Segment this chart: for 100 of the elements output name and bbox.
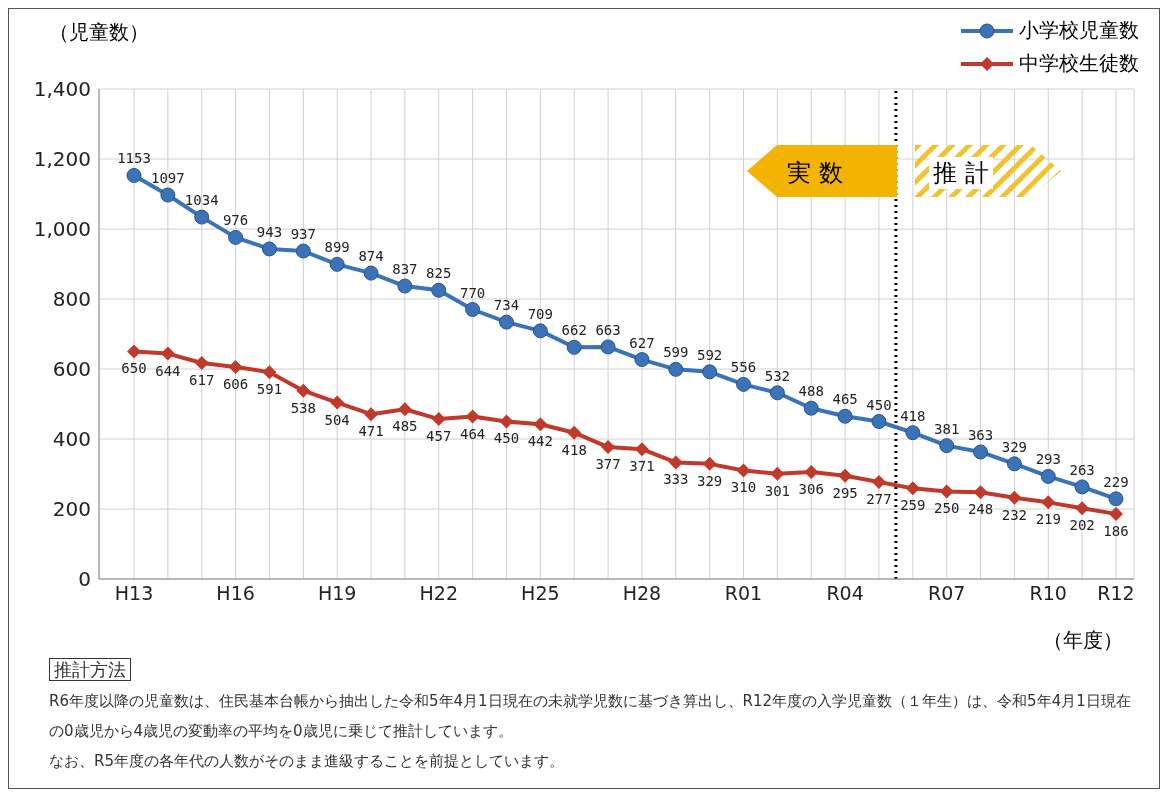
data-label: 301 (764, 482, 791, 499)
data-label: 381 (934, 420, 960, 437)
data-label: 202 (1069, 517, 1095, 534)
data-label: 219 (1035, 511, 1061, 528)
data-label: 250 (934, 500, 960, 517)
point (194, 356, 209, 371)
data-label: 1034 (184, 192, 219, 209)
point (1108, 491, 1124, 507)
point (465, 302, 481, 317)
point (871, 414, 887, 429)
text: 推計方法 (49, 658, 131, 681)
data-label: 937 (290, 226, 316, 243)
point (1075, 501, 1090, 516)
y-axis-title: （児童数） (49, 19, 149, 46)
data-label: 644 (155, 362, 181, 379)
point (1040, 468, 1056, 484)
point (1041, 495, 1056, 510)
data-label: 591 (256, 381, 283, 398)
data-label: 825 (426, 265, 452, 282)
point (397, 278, 413, 294)
point (533, 417, 548, 432)
point (601, 440, 616, 455)
point (194, 209, 210, 225)
legend-label: 小学校児童数 (1019, 17, 1139, 44)
point (567, 425, 582, 440)
x-tick-label: R01 (724, 582, 763, 605)
data-label: 464 (459, 425, 486, 442)
point (262, 365, 277, 380)
point (803, 400, 819, 416)
data-label: 442 (527, 433, 553, 450)
annotation: 推 計 (929, 157, 993, 189)
point (397, 402, 412, 417)
data-label: 232 (1001, 506, 1028, 523)
y-tick-label: 200 (52, 497, 91, 522)
x-tick-label: H22 (419, 582, 458, 605)
point (364, 407, 379, 422)
x-tick-label: H25 (521, 582, 560, 605)
data-label: 306 (798, 480, 824, 497)
data-label: 277 (866, 490, 892, 507)
y-tick-label: 400 (52, 427, 91, 452)
data-label: 329 (1001, 438, 1028, 455)
point (905, 481, 920, 496)
point (566, 339, 582, 355)
data-label: 734 (493, 297, 520, 314)
point (905, 425, 921, 441)
point (1007, 490, 1022, 505)
point (837, 408, 853, 424)
annotation: 実 数 (787, 158, 843, 189)
data-label: 617 (189, 371, 215, 388)
point (736, 376, 752, 392)
data-label: 471 (358, 423, 384, 440)
point (126, 167, 142, 183)
point (465, 409, 480, 424)
data-label: 770 (459, 284, 486, 301)
point (634, 352, 650, 368)
point (160, 346, 175, 361)
data-label: 532 (764, 367, 791, 384)
point (532, 323, 548, 339)
point (702, 456, 717, 471)
data-label: 363 (967, 426, 994, 443)
x-tick-label: R04 (826, 582, 864, 605)
x-tick-label: H19 (317, 582, 357, 605)
y-tick-label: 600 (52, 357, 91, 382)
y-tick-label: 1,200 (33, 147, 91, 172)
data-label: 418 (561, 441, 587, 458)
x-tick-label: R12 (1097, 582, 1135, 605)
data-label: 488 (798, 383, 824, 400)
x-tick-label: H28 (622, 582, 662, 605)
y-tick-label: 800 (52, 287, 91, 312)
data-label: 1153 (117, 150, 151, 167)
point (431, 412, 446, 427)
point (499, 414, 514, 429)
data-label: 377 (595, 455, 621, 472)
point (295, 243, 311, 259)
point (228, 229, 244, 245)
data-label: 263 (1069, 461, 1095, 478)
point (329, 256, 345, 272)
point (838, 468, 853, 483)
data-label: 599 (663, 344, 689, 361)
data-label: 709 (527, 305, 553, 322)
point (804, 464, 819, 479)
data-label: 504 (324, 411, 350, 428)
data-label: 418 (900, 407, 926, 424)
point (1074, 479, 1090, 495)
data-label: 606 (222, 375, 249, 392)
x-tick-label: H13 (114, 582, 154, 605)
point (1109, 506, 1123, 521)
data-label: 248 (967, 501, 994, 518)
point (127, 344, 141, 359)
data-label: 592 (697, 346, 723, 363)
point (363, 265, 379, 281)
data-label: 259 (900, 497, 926, 514)
data-label: 229 (1103, 473, 1129, 490)
text: なお、R5年度の各年代の人数がそのまま進級することを前提としています。 (49, 751, 565, 772)
data-label: 556 (730, 359, 757, 376)
data-label: 663 (595, 321, 621, 338)
point (330, 395, 345, 410)
data-label: 943 (256, 223, 283, 240)
point (160, 187, 176, 203)
data-label: 450 (866, 396, 892, 413)
